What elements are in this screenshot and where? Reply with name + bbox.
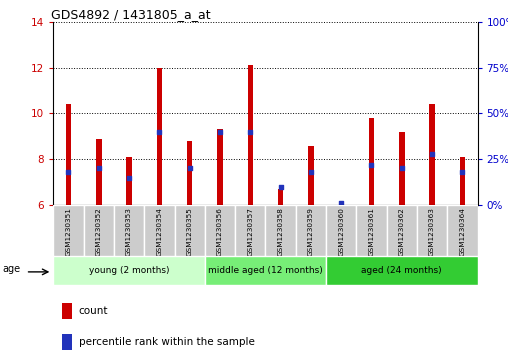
Bar: [53, 205, 84, 256]
Bar: [247, 65, 253, 205]
Point: [337, 200, 345, 206]
Point: [276, 184, 284, 190]
Text: GSM1230361: GSM1230361: [368, 207, 374, 256]
Text: GSM1230353: GSM1230353: [126, 207, 132, 256]
Text: GSM1230359: GSM1230359: [308, 207, 314, 256]
Point: [65, 169, 73, 175]
Bar: [417, 205, 447, 256]
Bar: [66, 104, 71, 205]
Point: [428, 151, 436, 157]
Text: GSM1230358: GSM1230358: [277, 207, 283, 256]
Text: GSM1230362: GSM1230362: [399, 207, 405, 256]
Bar: [205, 205, 235, 256]
Bar: [126, 157, 132, 205]
Text: age: age: [3, 264, 21, 274]
Point: [155, 129, 164, 135]
Text: GSM1230354: GSM1230354: [156, 207, 163, 256]
Point: [125, 175, 133, 180]
Text: young (2 months): young (2 months): [89, 266, 169, 275]
Bar: [326, 205, 356, 256]
Bar: [296, 205, 326, 256]
Text: GSM1230363: GSM1230363: [429, 207, 435, 256]
Text: count: count: [79, 306, 108, 317]
Bar: [308, 146, 313, 205]
Bar: [429, 104, 435, 205]
Bar: [399, 132, 404, 205]
Bar: [62, 303, 73, 319]
Bar: [205, 256, 326, 285]
Point: [185, 166, 194, 171]
Bar: [187, 141, 193, 205]
Bar: [217, 130, 223, 205]
Bar: [175, 205, 205, 256]
Bar: [156, 68, 162, 205]
Bar: [369, 118, 374, 205]
Text: GSM1230352: GSM1230352: [96, 207, 102, 256]
Bar: [235, 205, 265, 256]
Bar: [144, 205, 175, 256]
Bar: [278, 189, 283, 205]
Point: [307, 169, 315, 175]
Point: [246, 129, 255, 135]
Point: [216, 129, 224, 135]
Bar: [447, 205, 478, 256]
Text: GSM1230357: GSM1230357: [247, 207, 253, 256]
Bar: [460, 157, 465, 205]
Bar: [326, 256, 478, 285]
Text: GSM1230355: GSM1230355: [186, 207, 193, 256]
Text: middle aged (12 months): middle aged (12 months): [208, 266, 323, 275]
Text: GSM1230351: GSM1230351: [66, 207, 72, 256]
Text: aged (24 months): aged (24 months): [362, 266, 442, 275]
Text: GSM1230360: GSM1230360: [338, 207, 344, 256]
Bar: [84, 205, 114, 256]
Bar: [53, 256, 205, 285]
Point: [458, 169, 466, 175]
Bar: [96, 139, 102, 205]
Bar: [114, 205, 144, 256]
Text: GDS4892 / 1431805_a_at: GDS4892 / 1431805_a_at: [51, 8, 211, 21]
Point: [398, 166, 406, 171]
Point: [367, 162, 375, 168]
Point: [94, 166, 103, 171]
Text: GSM1230364: GSM1230364: [459, 207, 465, 256]
Text: GSM1230356: GSM1230356: [217, 207, 223, 256]
Text: percentile rank within the sample: percentile rank within the sample: [79, 337, 255, 347]
Bar: [356, 205, 387, 256]
Bar: [387, 205, 417, 256]
Bar: [265, 205, 296, 256]
Bar: [62, 334, 73, 350]
